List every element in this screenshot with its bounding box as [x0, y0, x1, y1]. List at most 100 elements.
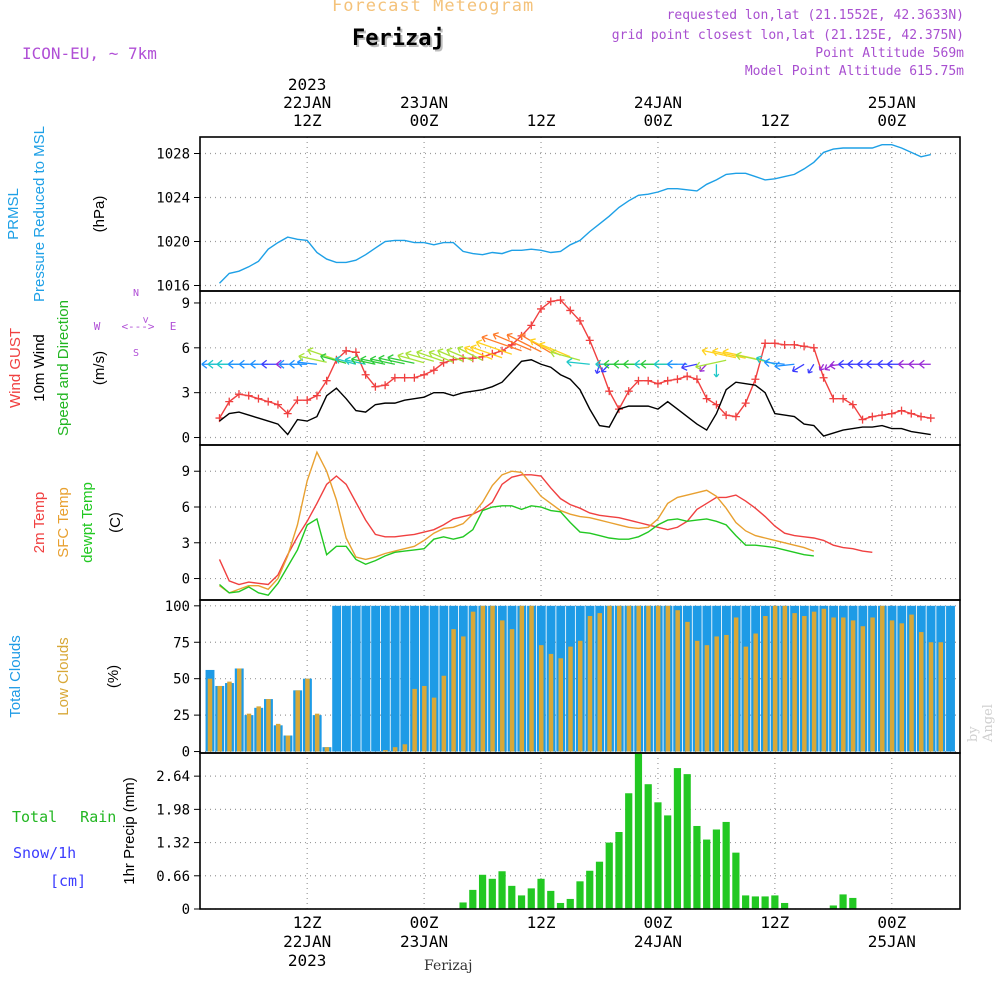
series-line-dewpt-temp — [219, 505, 814, 597]
low-cloud-bar — [616, 605, 622, 752]
low-cloud-bar — [519, 605, 525, 752]
time-label-top: 12Z — [527, 111, 556, 130]
gust-marker — [556, 295, 565, 304]
rain-bar — [547, 890, 555, 909]
low-cloud-bar — [831, 617, 836, 752]
panel-frame — [199, 290, 961, 446]
gust-marker — [878, 411, 887, 420]
wind-arrow-head — [838, 359, 845, 369]
low-cloud-bar — [441, 675, 447, 752]
low-cloud-bar — [539, 645, 544, 752]
requested-coords: requested lon,lat (21.1552E, 42.3633N) — [666, 8, 964, 23]
gust-marker — [439, 358, 448, 367]
low-cloud-bar — [811, 611, 817, 752]
series-line-sfc-temp — [219, 450, 815, 594]
time-label-bottom: 23JAN — [400, 932, 448, 951]
gust-marker — [410, 373, 419, 382]
wind-arrow — [807, 363, 815, 374]
low-cloud-bar — [597, 613, 602, 752]
total-cloud-bar — [361, 605, 371, 752]
model-point-altitude: Model Point Altitude 615.75m — [744, 64, 964, 79]
low-cloud-bar — [422, 685, 427, 752]
wind-arrow-head — [634, 359, 641, 369]
wind-arrow — [344, 359, 366, 365]
compass-n: N — [133, 288, 139, 299]
wind-arrow-head — [378, 354, 385, 364]
low-cloud-bar — [646, 605, 651, 752]
rain-bar — [781, 902, 789, 909]
low-cloud-bar — [266, 699, 271, 752]
wind-arrow-head — [428, 349, 435, 358]
wind-arrow-head — [216, 359, 223, 369]
rain-bar — [654, 802, 662, 909]
series-line-prmsl — [218, 143, 931, 284]
gust-marker — [702, 394, 711, 403]
gust-marker — [907, 409, 916, 418]
low-cloud-bar — [694, 640, 700, 752]
precip-rain-label: Total Rain — [12, 808, 117, 826]
gust-marker — [371, 382, 380, 391]
y-tick-label: 50 — [173, 672, 190, 688]
panel-unit: (hPa) — [91, 196, 108, 233]
wind-arrow-head — [623, 359, 629, 369]
wind-arrow-head — [261, 359, 268, 369]
gust-marker — [722, 411, 731, 420]
wind-arrow-head — [603, 359, 610, 369]
wind-arrow-head — [405, 350, 412, 359]
time-label-bottom: 00Z — [643, 913, 672, 932]
rain-bar — [625, 793, 633, 909]
gust-marker — [283, 409, 292, 418]
wind-arrow — [566, 361, 590, 365]
y-tick-label: 100 — [165, 599, 190, 615]
rain-bar — [615, 832, 623, 909]
grid-point-coords: grid point closest lon,lat (21.125E, 42.… — [611, 28, 964, 43]
compass-e: E — [170, 320, 177, 333]
wind-arrow-head — [653, 359, 660, 369]
panel-3: 0 3 6 9 2m Temp SFC Temp dewpt Temp (C) — [31, 444, 961, 601]
time-label-bottom: 24JAN — [634, 932, 682, 951]
wind-arrow — [601, 363, 610, 373]
wind-arrow-head — [539, 341, 546, 350]
gust-marker — [234, 390, 243, 399]
wind-arrow-head — [416, 349, 423, 358]
wind-arrow-head — [666, 359, 673, 369]
low-cloud-bar — [792, 613, 797, 752]
wind-arrow-head — [457, 345, 464, 354]
gust-marker — [848, 400, 857, 409]
y-tick-label: 75 — [173, 635, 190, 651]
gust-marker — [566, 306, 575, 315]
gust-marker — [868, 412, 877, 421]
rain-bar — [527, 888, 535, 909]
rain-bar — [586, 870, 594, 909]
wind-arrow-head — [278, 359, 285, 369]
wind-arrow — [320, 355, 347, 364]
gust-marker — [381, 381, 390, 390]
wind-arrow-head — [506, 332, 513, 340]
wind-arrow — [506, 334, 542, 353]
y-tick-label: 3 — [182, 536, 190, 552]
wind-arrow — [428, 351, 454, 363]
wind-arrow-head — [207, 359, 214, 369]
wind-arrow — [681, 363, 698, 369]
y-tick-label: 9 — [182, 464, 190, 480]
total-cloud-bar — [410, 605, 420, 752]
gust-marker — [361, 370, 370, 379]
low-cloud-bar — [753, 633, 758, 752]
y-tick-label: 9 — [182, 296, 190, 312]
total-cloud-bar — [351, 605, 361, 752]
total-cloud-bar — [390, 605, 400, 752]
low-cloud-bar — [841, 617, 846, 752]
total-cloud-bar — [371, 605, 381, 752]
wind-arrow-head — [763, 358, 771, 368]
gust-marker — [809, 343, 818, 352]
low-cloud-bar — [207, 678, 213, 752]
time-label-top: 2023 — [288, 75, 327, 94]
low-cloud-bar — [743, 646, 749, 752]
panel-5: 0 0.66 1.32 1.98 2.64 1hr Precip (mm) — [121, 752, 961, 918]
wind-arrow-head — [475, 339, 483, 348]
gust-marker — [829, 394, 838, 403]
gust-marker — [653, 379, 662, 388]
wind-arrow-head — [519, 333, 526, 340]
gust-marker — [683, 372, 692, 381]
rain-bar — [742, 895, 750, 909]
